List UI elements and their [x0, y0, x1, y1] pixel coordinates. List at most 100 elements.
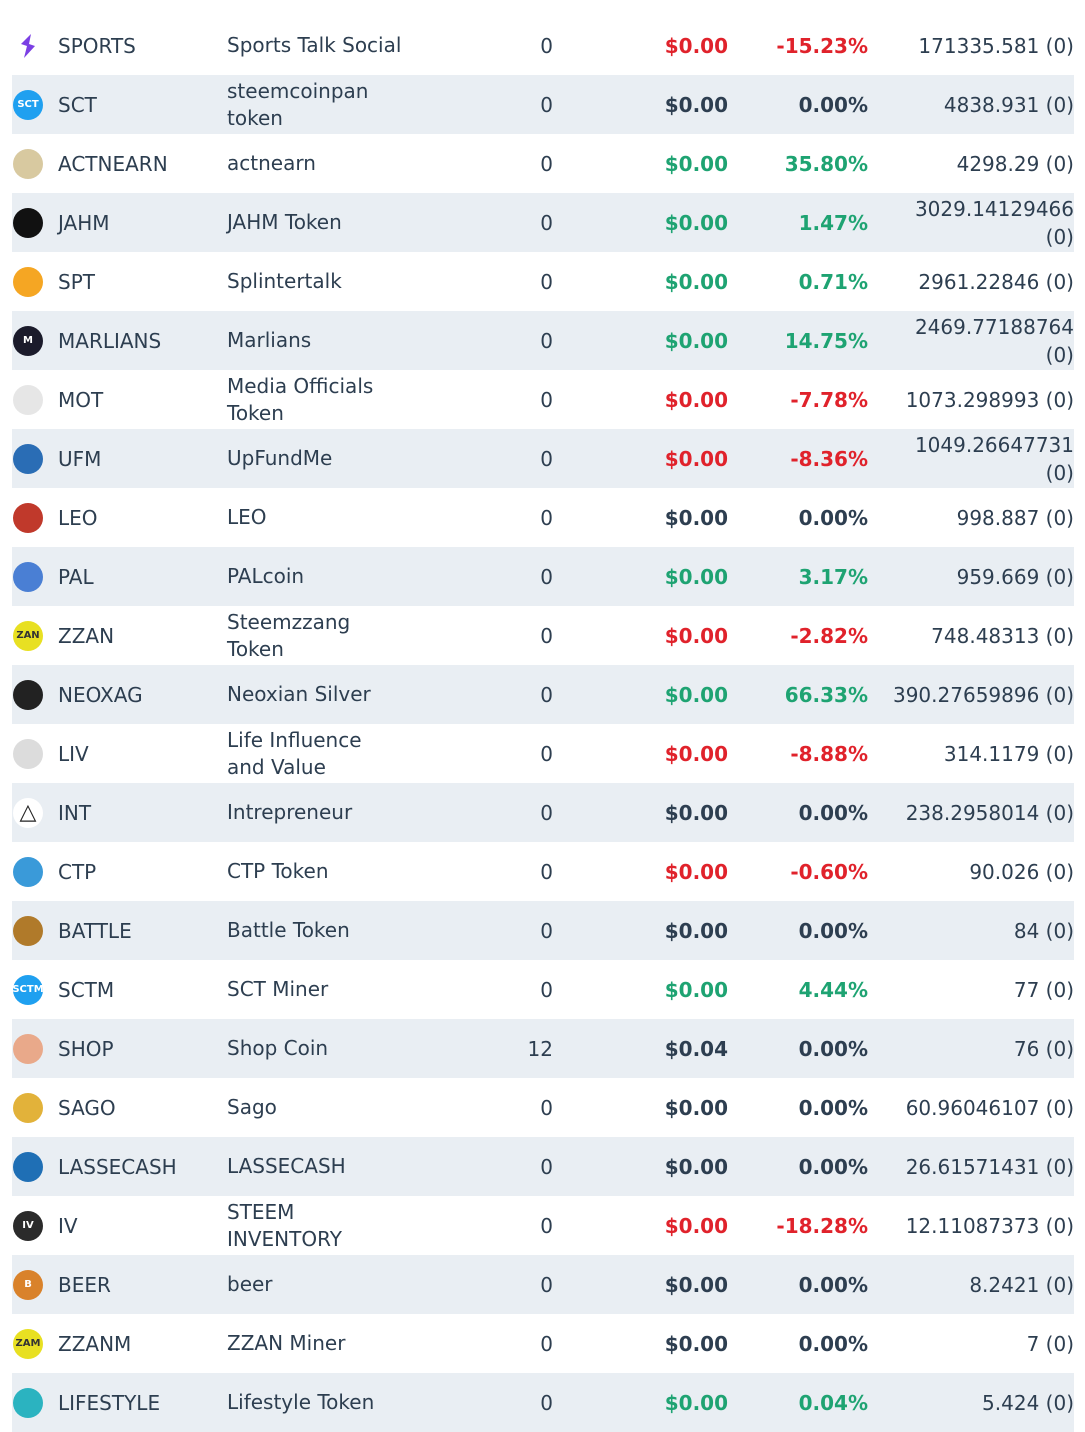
table-row[interactable]: PAL PALcoin 0 $0.00 3.17% 959.669 (0) — [12, 547, 1074, 606]
token-quantity: 0 — [540, 151, 553, 176]
actnearn-icon — [13, 148, 43, 179]
table-row[interactable]: ACTNEARN actnearn 0 $0.00 35.80% 4298.29 (0) — [12, 134, 1074, 193]
table-row[interactable]: CTP CTP Token 0 $0.00 -0.60% 90.026 (0) — [12, 842, 1074, 901]
table-row[interactable]: SAGO Sago 0 $0.00 0.00% 60.96046107 (0) — [12, 1078, 1074, 1137]
token-change: 14.75% — [784, 328, 868, 353]
token-price: $0.00 — [664, 1213, 728, 1238]
iv-icon: IV — [13, 1210, 43, 1241]
token-symbol: MOT — [58, 387, 104, 412]
token-change: 66.33% — [784, 682, 868, 707]
table-row[interactable]: SCTM SCTM SCT Miner 0 $0.00 4.44% 77 (0) — [12, 960, 1074, 1019]
table-row[interactable]: UFM UpFundMe 0 $0.00 -8.36% 1049.26647731 (0) — [12, 429, 1074, 488]
sports-icon — [13, 31, 43, 61]
token-symbol: NEOXAG — [58, 682, 143, 707]
token-price: $0.00 — [664, 564, 728, 589]
table-row[interactable]: IV IV STEEM INVENTORY 0 $0.00 -18.28% 12.11087… — [12, 1196, 1074, 1255]
token-symbol: SPORTS — [58, 33, 136, 58]
token-table: SPORTS Sports Talk Social 0 $0.00 -15.23% 171… — [12, 16, 1074, 1432]
token-change: 35.80% — [784, 151, 868, 176]
token-name: Shop Coin — [227, 1036, 329, 1060]
table-row[interactable]: LIFESTYLE Lifestyle Token 0 $0.00 0.04% 5.424… — [12, 1373, 1074, 1432]
token-price: $0.00 — [664, 151, 728, 176]
zzan-icon: ZAN — [13, 620, 43, 651]
table-row[interactable]: MOT Media Officials Token 0 $0.00 -7.78% 1073… — [12, 370, 1074, 429]
token-price: $0.00 — [664, 741, 728, 766]
token-icon-cell: ZAN — [12, 606, 44, 665]
token-symbol: SHOP — [58, 1036, 114, 1061]
token-icon-cell — [12, 488, 44, 547]
token-quantity: 0 — [540, 918, 553, 943]
token-icon-cell — [12, 1373, 44, 1432]
token-price: $0.00 — [664, 33, 728, 58]
mot-icon — [13, 384, 43, 415]
jahm-icon — [13, 207, 43, 238]
lifestyle-icon — [13, 1387, 43, 1418]
token-quantity: 0 — [540, 446, 553, 471]
token-name: LASSECASH — [227, 1154, 346, 1178]
token-quantity: 0 — [540, 682, 553, 707]
token-price: $0.00 — [664, 1390, 728, 1415]
token-quantity: 0 — [540, 505, 553, 530]
token-quantity: 0 — [540, 210, 553, 235]
token-balance: 959.669 (0) — [956, 564, 1074, 589]
table-row[interactable]: LEO LEO 0 $0.00 0.00% 998.887 (0) — [12, 488, 1074, 547]
token-change: 0.00% — [798, 1331, 868, 1356]
sct-icon: SCT — [13, 89, 43, 120]
table-row[interactable]: LIV Life Influence and Value 0 $0.00 -8.88% 3… — [12, 724, 1074, 783]
table-row[interactable]: SHOP Shop Coin 12 $0.04 0.00% 76 (0) — [12, 1019, 1074, 1078]
token-price: $0.00 — [664, 682, 728, 707]
token-symbol: JAHM — [58, 210, 110, 235]
token-name: JAHM Token — [227, 210, 342, 234]
token-icon-cell — [12, 1078, 44, 1137]
token-icon-cell — [12, 16, 44, 75]
token-price: $0.00 — [664, 269, 728, 294]
token-balance: 4838.931 (0) — [943, 92, 1074, 117]
token-symbol: LIFESTYLE — [58, 1390, 161, 1415]
table-row[interactable]: B BEER beer 0 $0.00 0.00% 8.2421 (0) — [12, 1255, 1074, 1314]
token-change: 4.44% — [798, 977, 868, 1002]
token-name: steemcoinpan token — [227, 78, 369, 130]
token-icon-cell — [12, 547, 44, 606]
token-icon-cell — [12, 665, 44, 724]
table-row[interactable]: NEOXAG Neoxian Silver 0 $0.00 66.33% 390.2765… — [12, 665, 1074, 724]
token-symbol: PAL — [58, 564, 94, 589]
marlians-icon: M — [13, 325, 43, 356]
token-balance: 12.11087373 (0) — [905, 1213, 1074, 1238]
token-icon-cell: SCT — [12, 75, 44, 134]
table-row[interactable]: ZAN ZZAN Steemzzang Token 0 $0.00 -2.82% 748.4… — [12, 606, 1074, 665]
token-quantity: 0 — [540, 623, 553, 648]
table-row[interactable]: ZAM ZZANM ZZAN Miner 0 $0.00 0.00% 7 (0) — [12, 1314, 1074, 1373]
token-balance: 238.2958014 (0) — [905, 800, 1074, 825]
spt-icon — [13, 266, 43, 297]
table-row[interactable]: SCT SCT steemcoinpan token 0 $0.00 0.00% 4838.… — [12, 75, 1074, 134]
table-row[interactable]: SPORTS Sports Talk Social 0 $0.00 -15.23% 171… — [12, 16, 1074, 75]
token-name: Sago — [227, 1095, 277, 1119]
token-symbol: UFM — [58, 446, 102, 471]
token-symbol: BEER — [58, 1272, 111, 1297]
token-symbol: SPT — [58, 269, 95, 294]
token-change: 0.00% — [798, 505, 868, 530]
token-change: 0.00% — [798, 918, 868, 943]
table-row[interactable]: △ INT Intrepreneur 0 $0.00 0.00% 238.2958014 (… — [12, 783, 1074, 842]
token-symbol: IV — [58, 1213, 78, 1238]
token-name: beer — [227, 1272, 273, 1296]
token-icon-cell: SCTM — [12, 960, 44, 1019]
sago-icon — [13, 1092, 43, 1123]
table-row[interactable]: JAHM JAHM Token 0 $0.00 1.47% 3029.14129466 (… — [12, 193, 1074, 252]
table-row[interactable]: LASSECASH LASSECASH 0 $0.00 0.00% 26.61571431… — [12, 1137, 1074, 1196]
token-quantity: 0 — [540, 1390, 553, 1415]
token-symbol: MARLIANS — [58, 328, 162, 353]
token-symbol: SAGO — [58, 1095, 116, 1120]
shop-icon — [13, 1033, 43, 1064]
token-quantity: 0 — [540, 1154, 553, 1179]
table-row[interactable]: BATTLE Battle Token 0 $0.00 0.00% 84 (0) — [12, 901, 1074, 960]
token-change: -15.23% — [776, 33, 868, 58]
token-icon-cell — [12, 134, 44, 193]
table-row[interactable]: SPT Splintertalk 0 $0.00 0.71% 2961.22846 (0) — [12, 252, 1074, 311]
token-name: Marlians — [227, 328, 312, 352]
token-name: Neoxian Silver — [227, 682, 371, 706]
token-change: 0.00% — [798, 1272, 868, 1297]
token-balance: 5.424 (0) — [982, 1390, 1074, 1415]
token-balance: 3029.14129466 (0) — [914, 196, 1074, 249]
table-row[interactable]: M MARLIANS Marlians 0 $0.00 14.75% 2469.771887… — [12, 311, 1074, 370]
